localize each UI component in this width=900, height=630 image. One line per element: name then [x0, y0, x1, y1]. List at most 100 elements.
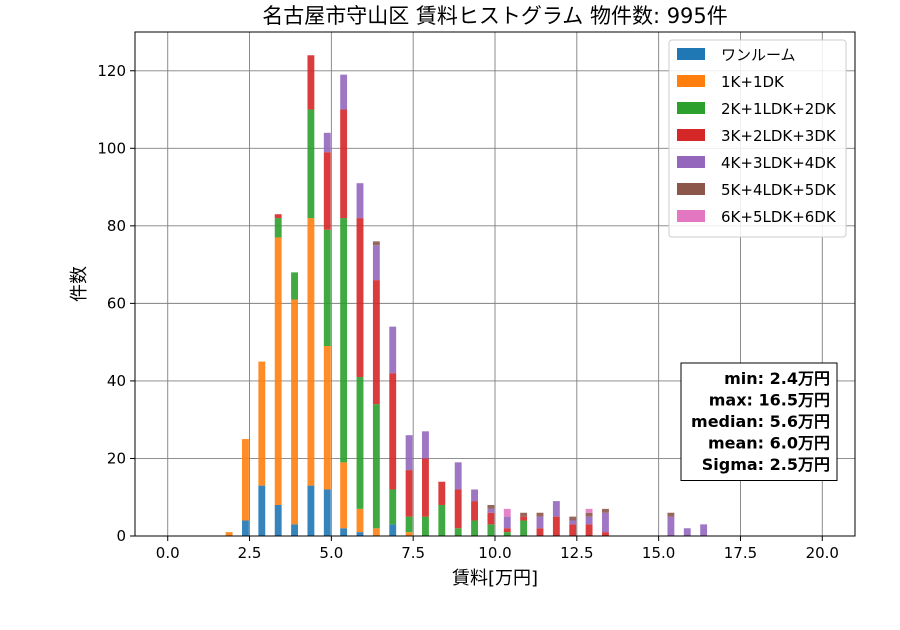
legend-swatch: [677, 102, 705, 114]
bar-segment: [389, 373, 397, 490]
stats-line: median: 5.6万円: [691, 412, 830, 431]
y-tick-label: 120: [97, 62, 126, 80]
bar-segment: [585, 512, 593, 517]
bar-segment: [389, 326, 397, 374]
bar-segment: [291, 272, 298, 300]
bar-segment: [585, 508, 593, 513]
bar-segment: [340, 218, 348, 463]
bar-segment: [340, 528, 348, 536]
bar-segment: [487, 508, 495, 513]
bar-segment: [569, 520, 577, 525]
bar-segment: [372, 528, 380, 536]
legend-swatch: [677, 210, 705, 222]
chart-title: 名古屋市守山区 賃料ヒストグラム 物件数: 995件: [262, 4, 728, 28]
legend-box: [668, 39, 847, 238]
bar-segment: [372, 404, 380, 529]
legend-label: ワンルーム: [721, 46, 796, 64]
y-tick-label: 60: [107, 294, 126, 312]
legend-label: 5K+4LDK+5DK: [721, 181, 837, 199]
x-tick-label: 17.5: [724, 544, 757, 562]
bar-segment: [520, 520, 528, 536]
legend-label: 4K+3LDK+4DK: [721, 154, 837, 172]
legend-label: 1K+1DK: [721, 73, 785, 91]
bar-segment: [438, 481, 446, 505]
bar-segment: [307, 218, 315, 486]
bar-segment: [454, 489, 462, 529]
bar-segment: [372, 245, 380, 281]
stats-line: max: 16.5万円: [709, 391, 830, 410]
legend-swatch: [677, 48, 705, 60]
stats-box-frame: [680, 362, 838, 481]
bar-segment: [274, 214, 282, 219]
bar-segment: [274, 237, 282, 505]
bar-segment: [471, 489, 478, 502]
legend-label: 3K+2LDK+3DK: [721, 127, 837, 145]
bar-segment: [291, 299, 298, 525]
bar-segment: [667, 512, 675, 517]
bar-segment: [307, 55, 315, 110]
legend-label: 6K+5LDK+6DK: [721, 208, 837, 226]
bar-segment: [471, 520, 478, 536]
bar-segment: [340, 74, 348, 110]
bar-segment: [700, 524, 708, 536]
bar-segment: [405, 470, 413, 517]
bar-segment: [536, 512, 544, 517]
bar-segment: [356, 183, 364, 219]
bar-segment: [503, 516, 511, 529]
x-axis: 0.0 2.5 5.0 7.5 10.0 12.5 15.0 17.5 20.0: [156, 536, 839, 562]
bar-segment: [438, 504, 446, 536]
x-tick-label: 10.0: [478, 544, 511, 562]
bar-segment: [569, 524, 577, 536]
x-tick-label: 15.0: [642, 544, 675, 562]
bar-segment: [487, 504, 495, 509]
legend-swatch: [677, 156, 705, 168]
bar-segment: [602, 512, 609, 533]
legend-swatch: [677, 129, 705, 141]
bar-segment: [536, 516, 544, 529]
legend: ワンルーム 1K+1DK 2K+1LDK+2DK 3K+2LDK+3DK 4K+3LDK…: [668, 39, 847, 238]
bar-segment: [503, 508, 511, 517]
x-tick-label: 0.0: [156, 544, 180, 562]
bar-segment: [323, 132, 331, 153]
bar-segment: [487, 524, 495, 536]
bar-segment: [585, 524, 593, 536]
bar-segment: [356, 508, 364, 533]
bar-segment: [274, 218, 282, 238]
bar-segment: [274, 504, 282, 536]
bar-segment: [405, 532, 413, 536]
x-tick-label: 12.5: [560, 544, 593, 562]
bar-segment: [356, 377, 364, 509]
bar-segment: [372, 241, 380, 246]
stats-line: mean: 6.0万円: [708, 434, 830, 453]
bar-segment: [683, 528, 691, 536]
bar-segment: [454, 528, 462, 536]
bar-segment: [422, 516, 429, 536]
bar-segment: [454, 462, 462, 490]
bar-segment: [323, 152, 331, 230]
bar-segment: [389, 489, 397, 525]
x-tick-label: 7.5: [401, 544, 425, 562]
bar-segment: [520, 516, 528, 521]
bar-segment: [323, 229, 331, 347]
bar-segment: [340, 109, 348, 219]
bar-segment: [356, 218, 364, 378]
y-tick-label: 80: [107, 217, 126, 235]
bar-segment: [569, 516, 577, 521]
y-axis-label: 件数: [69, 266, 90, 302]
bars: [225, 55, 708, 536]
legend-label: 2K+1LDK+2DK: [721, 100, 837, 118]
bar-segment: [405, 435, 413, 471]
bar-segment: [356, 532, 364, 536]
bar-segment: [667, 516, 675, 536]
bar-segment: [340, 462, 348, 529]
bar-segment: [225, 532, 233, 536]
bar-segment: [503, 532, 511, 536]
stats-line: min: 2.4万円: [724, 369, 830, 388]
bar-segment: [307, 109, 315, 219]
bar-segment: [389, 524, 397, 536]
y-tick-label: 100: [97, 139, 126, 157]
bar-segment: [405, 516, 413, 533]
stats-line: Sigma: 2.5万円: [702, 455, 830, 474]
x-tick-label: 2.5: [238, 544, 262, 562]
